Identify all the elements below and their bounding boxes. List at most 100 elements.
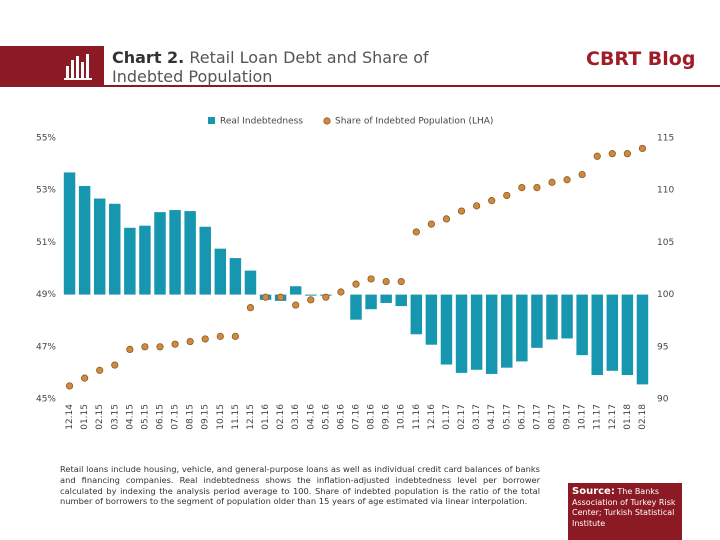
dot (367, 275, 375, 283)
x-tick-label: 10.17 (578, 404, 588, 430)
dot (96, 366, 104, 374)
x-tick-label: 02.16 (276, 404, 286, 430)
header-rule (0, 85, 720, 87)
x-tick-label: 09.16 (382, 404, 392, 430)
dot (638, 144, 647, 153)
bar (425, 294, 438, 345)
legend-swatch (323, 117, 331, 125)
dot (65, 382, 74, 390)
dot (548, 178, 556, 186)
x-tick-label: 11.16 (412, 404, 422, 430)
dot (261, 293, 270, 301)
bar (440, 294, 453, 365)
bar (214, 248, 227, 295)
x-tick-label: 05.17 (502, 404, 512, 430)
source-label: Source: (572, 486, 615, 497)
legend-swatch (208, 117, 215, 124)
y2-tick-label: 90 (657, 395, 669, 405)
bar (561, 294, 573, 339)
source-text: The Banks Association of Turkey Risk Cen… (572, 487, 676, 528)
dot (488, 197, 496, 205)
bar (470, 294, 483, 370)
x-tick-label: 06.16 (336, 404, 346, 430)
footnote: Retail loans include housing, vehicle, a… (60, 464, 540, 507)
x-tick-label: 12.16 (427, 404, 437, 430)
legend-label: Real Indebtedness (220, 117, 303, 127)
x-tick-label: 01.18 (623, 404, 633, 430)
x-tick-label: 04.16 (306, 404, 316, 430)
dot (397, 277, 405, 286)
dot (156, 343, 164, 351)
x-tick-label: 02.15 (95, 404, 105, 430)
dot (563, 176, 571, 184)
dot (442, 215, 451, 223)
bar (636, 294, 649, 385)
x-tick-label: 09.15 (201, 404, 211, 430)
dot (277, 293, 285, 301)
y-tick-label: 51% (36, 238, 56, 248)
bar (516, 294, 528, 362)
x-tick-label: 08.17 (548, 404, 558, 430)
bar (576, 294, 588, 356)
bar (380, 294, 392, 303)
bar (365, 294, 377, 310)
x-tick-label: 02.18 (638, 404, 648, 430)
dot (126, 345, 134, 354)
bar (455, 294, 468, 373)
dot (457, 207, 466, 215)
bar (169, 210, 181, 295)
x-tick-label: 06.17 (517, 404, 527, 430)
x-tick-label: 04.15 (125, 404, 135, 430)
chart: 45% 47% 49% 51% 53% 55% 90 95 100 105 110 115 12.14 0… (36, 117, 674, 430)
dot (518, 183, 526, 192)
dot (81, 374, 89, 382)
dot (623, 150, 631, 158)
dot (186, 337, 194, 346)
bar (501, 294, 513, 368)
source-box: Source: The Banks Association of Turkey … (568, 483, 682, 540)
logo (0, 46, 104, 86)
brand: CBRT Blog (586, 48, 696, 70)
bar (395, 294, 407, 307)
bar (184, 211, 196, 295)
x-tick-label: 12.15 (246, 404, 256, 430)
dot (231, 332, 239, 340)
x-tick-label: 08.15 (186, 404, 196, 430)
x-tick-label: 05.16 (321, 404, 331, 430)
x-tick-label: 01.17 (442, 404, 452, 430)
x-tick-label: 08.16 (367, 404, 377, 430)
legend-label: Share of Indebted Population (LHA) (335, 117, 493, 127)
x-tick-label: 10.16 (397, 404, 407, 430)
bar (485, 294, 498, 374)
y-tick-label: 49% (36, 290, 56, 300)
bar (305, 294, 317, 296)
bar (410, 294, 423, 335)
dot (171, 340, 179, 348)
bar (606, 294, 619, 371)
dot (337, 288, 345, 296)
dot (352, 280, 360, 288)
dot (578, 170, 586, 179)
x-tick-label: 11.15 (231, 404, 241, 430)
dot (322, 293, 330, 301)
dot (141, 343, 149, 351)
bar (63, 172, 76, 295)
bar (78, 186, 91, 295)
x-tick-label: 06.15 (156, 404, 166, 430)
bar (109, 203, 121, 295)
dot (201, 335, 209, 343)
bar (289, 286, 302, 295)
dot (593, 152, 601, 160)
dot (292, 301, 300, 309)
dot (608, 150, 616, 158)
title-label: Chart 2. (112, 48, 185, 67)
x-tick-label: 03.15 (110, 404, 120, 430)
bar (229, 258, 242, 295)
bar (621, 294, 634, 375)
y-tick-label: 45% (36, 395, 56, 405)
dot (382, 277, 390, 286)
bar (244, 270, 257, 295)
x-tick-label: 09.17 (563, 404, 573, 430)
x-tick-label: 04.17 (487, 404, 497, 430)
